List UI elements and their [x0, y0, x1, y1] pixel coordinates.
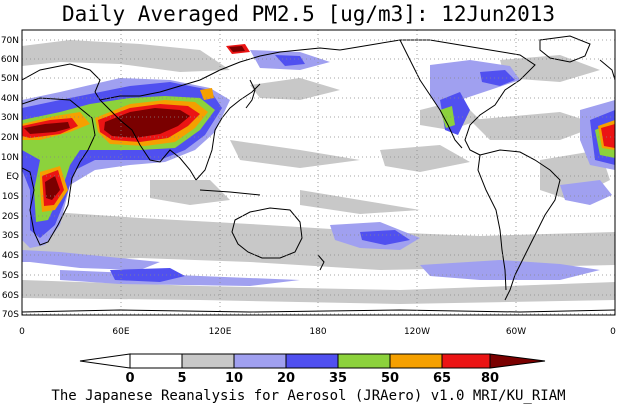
colorbar-box — [441, 353, 491, 369]
colorbar-label: 35 — [329, 371, 347, 386]
lat-label: EQ — [6, 172, 19, 182]
lon-label: 60E — [112, 327, 129, 337]
lat-label: 20S — [2, 212, 19, 222]
colorbar-box — [181, 353, 235, 369]
colorbar-label: 80 — [481, 371, 499, 386]
lat-label: 10N — [1, 153, 19, 163]
lon-label: 120E — [209, 327, 232, 337]
colorbar-box — [233, 353, 287, 369]
lat-label: 30S — [2, 231, 19, 241]
colorbar-label: 65 — [433, 371, 451, 386]
colorbar-label: 0 — [125, 371, 134, 386]
lon-label: 60W — [506, 327, 526, 337]
longitude-labels: 0 60E 120E 180 120W 60W 0 — [19, 327, 616, 337]
lon-label: 0 — [610, 327, 616, 337]
colorbar-box — [337, 353, 391, 369]
lat-label: 10S — [2, 192, 19, 202]
map-title: Daily Averaged PM2.5 [ug/m3]: 12Jun2013 — [61, 2, 556, 26]
map-frame — [21, 29, 616, 316]
latitude-labels: 70N 60N 50N 40N 30N 20N 10N EQ 10S 20S 3… — [1, 36, 19, 320]
colorbar-min-arrow — [79, 353, 131, 369]
lat-label: 30N — [1, 113, 19, 123]
lat-label: 40N — [1, 94, 19, 104]
lat-label: 40S — [2, 251, 19, 261]
lat-label: 70N — [1, 36, 19, 46]
lat-label: 20N — [1, 133, 19, 143]
colorbar-label: 50 — [381, 371, 399, 386]
lon-label: 0 — [19, 327, 25, 337]
lon-label: 180 — [309, 327, 326, 337]
lon-label: 120W — [404, 327, 430, 337]
graticule — [22, 30, 615, 315]
lat-label: 60N — [1, 55, 19, 65]
colorbar-max-arrow — [489, 353, 546, 369]
colorbar-label: 20 — [277, 371, 295, 386]
lat-label: 70S — [2, 310, 19, 320]
credit-line: The Japanese Reanalysis for Aerosol (JRA… — [51, 388, 566, 404]
lat-label: 50N — [1, 74, 19, 84]
colorbar-label: 5 — [177, 371, 186, 386]
lat-label: 60S — [2, 291, 19, 301]
colorbar-box — [389, 353, 443, 369]
colorbar-box — [129, 353, 183, 369]
lat-label: 50S — [2, 271, 19, 281]
colorbar: 0 5 10 20 35 50 65 80 — [79, 353, 546, 386]
colorbar-box — [285, 353, 339, 369]
colorbar-label: 10 — [225, 371, 243, 386]
